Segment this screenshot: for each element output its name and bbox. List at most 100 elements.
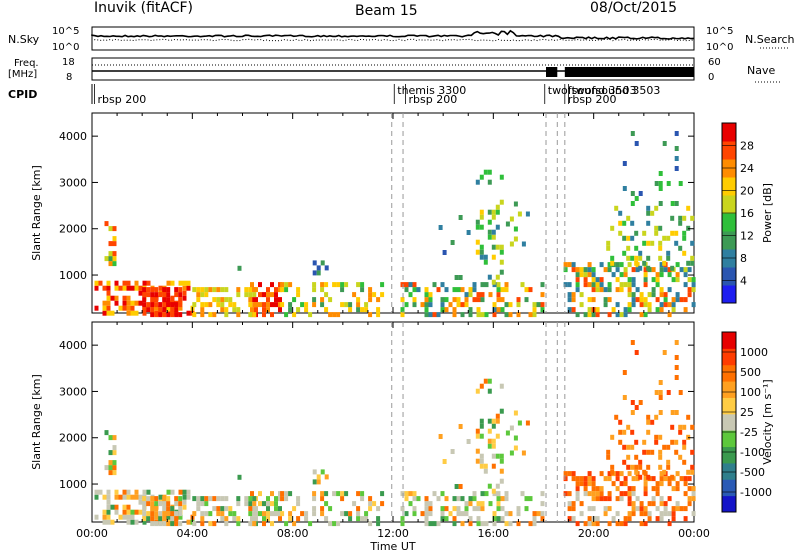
power-cell <box>460 312 465 318</box>
velocity-cell <box>106 514 111 520</box>
velocity-cell <box>659 496 664 502</box>
velocity-cell <box>540 491 545 497</box>
power-cell <box>178 305 183 311</box>
velocity-cell <box>671 486 676 492</box>
velocity-cell <box>607 506 612 512</box>
power-cell <box>336 282 341 288</box>
velocity-cell <box>654 390 659 395</box>
nsearch-trace <box>91 38 695 42</box>
date-title: 08/Oct/2015 <box>590 0 678 16</box>
power-cell <box>666 255 671 261</box>
velocity-cell <box>540 501 545 507</box>
power-cell <box>376 312 381 318</box>
power-cell <box>631 267 636 273</box>
power-cell <box>274 287 278 293</box>
nave-label: Nave <box>747 64 775 77</box>
velocity-cell <box>666 390 671 395</box>
velocity-cell <box>480 506 485 512</box>
power-cell <box>412 297 417 303</box>
velocity-cell <box>248 496 253 502</box>
velocity-cell <box>212 496 217 502</box>
velocity-cell <box>432 491 437 497</box>
power-cell <box>106 290 111 296</box>
velocity-cell <box>651 476 656 482</box>
power-cell <box>496 282 501 288</box>
power-cell <box>158 285 163 291</box>
power-cell <box>178 297 183 303</box>
power-cell <box>634 196 639 201</box>
power-cell <box>674 146 679 151</box>
power-cell <box>619 312 624 318</box>
power-cell <box>647 292 652 298</box>
velocity-cell <box>138 509 143 515</box>
velocity-cell <box>224 516 229 522</box>
power-cell <box>178 292 183 298</box>
y-tick-label: 3000 <box>59 385 87 398</box>
velocity-data <box>94 340 696 527</box>
power-cell <box>667 267 672 273</box>
power-cell <box>499 259 504 265</box>
velocity-cell <box>674 410 679 415</box>
velocity-cell <box>94 494 99 500</box>
power-cell <box>674 230 679 236</box>
velocity-cell <box>643 506 648 512</box>
velocity-cell <box>178 521 183 527</box>
power-cell <box>110 295 115 301</box>
velocity-cell <box>138 494 143 500</box>
velocity-cell <box>691 486 696 492</box>
power-cell <box>108 241 113 247</box>
power-cell <box>150 307 155 313</box>
power-cell <box>583 267 588 273</box>
velocity-cell <box>627 516 632 522</box>
power-cell <box>611 272 616 278</box>
velocity-cell <box>634 464 639 470</box>
velocity-cell <box>658 434 663 440</box>
power-cell <box>479 244 484 250</box>
power-cell <box>475 219 480 225</box>
power-cell <box>332 282 337 288</box>
power-cell <box>456 297 461 303</box>
power-cell <box>627 307 632 313</box>
power-cell <box>540 282 545 288</box>
colorbar-tick: -500 <box>740 466 765 479</box>
velocity-cell <box>583 476 588 482</box>
power-cell <box>158 292 163 298</box>
power-cell <box>532 312 537 318</box>
velocity-cell <box>643 511 648 517</box>
velocity-cell <box>476 501 481 507</box>
power-cell <box>606 245 611 251</box>
velocity-cell <box>670 424 675 430</box>
power-cell <box>579 267 584 273</box>
velocity-cell <box>623 481 628 487</box>
power-cell <box>603 267 608 273</box>
velocity-cell <box>376 516 381 522</box>
velocity-cell <box>647 516 652 522</box>
velocity-cell <box>280 496 285 502</box>
velocity-cell <box>400 516 405 522</box>
power-cell <box>536 302 541 308</box>
power-cell <box>166 287 171 293</box>
velocity-cell <box>643 476 648 482</box>
power-cell <box>607 267 612 273</box>
velocity-cell <box>567 491 572 497</box>
power-cell <box>496 307 501 313</box>
power-cell <box>622 235 627 241</box>
power-cell <box>662 260 667 266</box>
velocity-cell <box>336 491 341 497</box>
power-cell <box>178 287 183 293</box>
power-cell <box>108 261 113 267</box>
velocity-cell <box>615 476 620 482</box>
colorbar-swatch <box>722 430 736 448</box>
velocity-cell <box>487 438 492 444</box>
velocity-cell <box>479 463 484 469</box>
velocity-cell <box>292 521 297 527</box>
power-cell <box>412 287 417 293</box>
power-cell <box>603 297 608 303</box>
velocity-cell <box>691 511 696 517</box>
velocity-cell <box>182 489 187 495</box>
power-cell <box>224 297 229 303</box>
velocity-cell <box>611 516 616 522</box>
colorbar-swatch <box>722 381 736 398</box>
velocity-cell <box>634 405 639 410</box>
velocity-cell <box>634 454 639 460</box>
